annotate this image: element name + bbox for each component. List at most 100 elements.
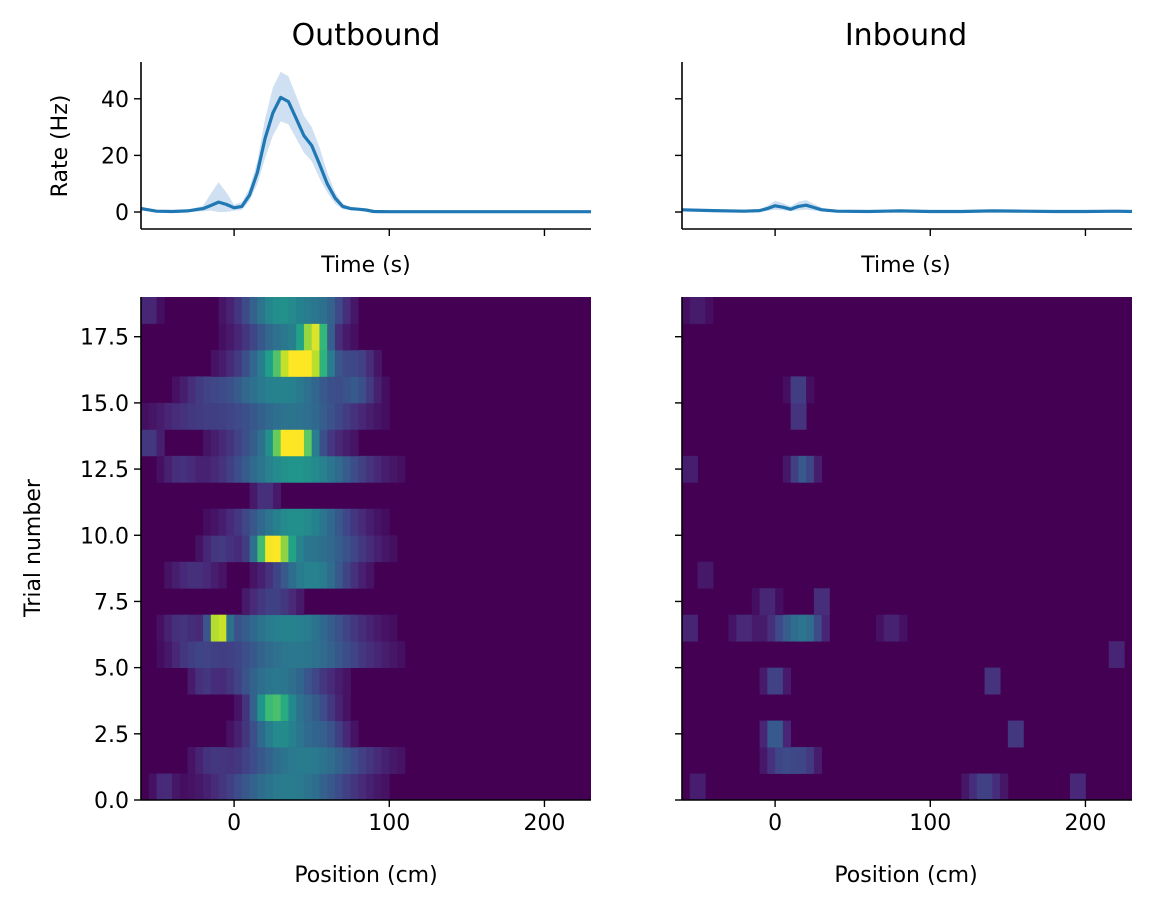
heatmap-cell — [759, 667, 768, 695]
heatmap-cell — [203, 376, 212, 404]
heatmap-cell — [296, 429, 305, 457]
x-tick-label: 100 — [368, 811, 410, 836]
heatmap-cell — [210, 376, 219, 404]
heatmap-cell — [373, 747, 382, 774]
heatmap-cell — [798, 402, 807, 430]
heatmap-cell — [350, 455, 359, 483]
heatmap-cell — [296, 535, 305, 563]
heatmap-cell — [265, 402, 274, 430]
heatmap-cell — [303, 773, 313, 801]
heatmap-cell — [358, 641, 367, 669]
heatmap-cell — [697, 773, 706, 801]
heatmap-cell — [350, 429, 359, 457]
heatmap-cell — [249, 297, 258, 324]
heatmap-cell — [272, 482, 282, 510]
x-tick-label: 200 — [523, 811, 565, 836]
heatmap-cell — [319, 402, 328, 430]
heatmap-cell — [272, 297, 282, 324]
heatmap-cell — [195, 376, 204, 404]
heatmap-cell — [280, 455, 289, 483]
heatmap-cell — [210, 535, 219, 563]
heatmap-cell — [210, 641, 219, 669]
heatmap-cell — [899, 614, 908, 642]
heatmap-cell — [280, 323, 289, 351]
heatmap-cell — [288, 455, 297, 483]
heatmap-cell — [381, 535, 390, 563]
heatmap-cell — [288, 376, 297, 404]
heatmap-cell — [381, 773, 390, 801]
heatmap-cell — [288, 402, 297, 430]
heatmap-cell — [164, 641, 173, 669]
heatmap-cell — [280, 641, 289, 669]
heatmap-cell — [257, 588, 266, 616]
heatmap-cell — [767, 588, 776, 616]
heatmap-cell — [234, 508, 243, 536]
heatmap-cell — [366, 641, 375, 669]
heatmap-cell — [280, 667, 289, 695]
heatmap-cell — [265, 323, 274, 351]
heatmap-cell — [327, 561, 336, 589]
heatmap-cell — [1000, 773, 1009, 801]
heatmap-cell — [195, 641, 204, 669]
heatmap-cell — [234, 323, 243, 351]
heatmap-cell — [179, 641, 188, 669]
heatmap-cell — [164, 773, 173, 801]
heatmap-cell — [697, 297, 706, 324]
heatmap-cell — [366, 455, 375, 483]
heatmap-cell — [195, 614, 204, 642]
heatmap-cell — [249, 402, 258, 430]
heatmap-cell — [234, 773, 243, 801]
heatmap-cell — [782, 667, 792, 695]
heatmap-cell — [164, 455, 173, 483]
heatmap-cell — [226, 747, 235, 774]
heatmap-cell — [272, 349, 282, 377]
heatmap-cell — [327, 694, 336, 721]
heatmap-cell — [334, 641, 344, 669]
heatmap-cell — [257, 482, 266, 510]
heatmap-cell — [381, 455, 390, 483]
heatmap-cell — [342, 614, 351, 642]
heatmap-cell — [311, 535, 320, 563]
heatmap-cell — [319, 614, 328, 642]
heatmap-cell — [366, 614, 375, 642]
x-tick-label: 0 — [768, 811, 782, 836]
heatmap-cell — [969, 773, 978, 801]
x-tick-label: 100 — [909, 811, 951, 836]
heatmap-cell — [319, 429, 328, 457]
heatmap-cell — [195, 561, 204, 589]
heatmap-cell — [303, 747, 313, 774]
heatmap-cell — [172, 773, 181, 801]
heatmap-cell — [195, 455, 204, 483]
heatmap-cell — [319, 508, 328, 536]
heatmap-cell — [272, 694, 282, 721]
heatmap-cell — [342, 720, 351, 748]
heatmap-cell — [334, 535, 344, 563]
heatmap-cell — [195, 747, 204, 774]
heatmap-cell — [234, 429, 243, 457]
y-tick-label: 12.5 — [80, 458, 129, 483]
heatmap-cell — [813, 614, 823, 642]
inbound-title: Inbound — [845, 18, 967, 53]
heatmap-cell — [234, 535, 243, 563]
heatmap-cell — [179, 376, 188, 404]
heatmap-cell — [358, 535, 367, 563]
y-tick-label: 5.0 — [94, 657, 129, 682]
heatmap-cell — [257, 429, 266, 457]
heatmap-cell — [366, 376, 375, 404]
heatmap-cell — [790, 747, 799, 774]
heatmap-cell — [280, 402, 289, 430]
heatmap-cell — [226, 297, 235, 324]
heatmap-cell — [775, 614, 784, 642]
heatmap-cell — [218, 349, 227, 377]
heatmap-cell — [249, 508, 258, 536]
x-tick-label: 200 — [1064, 811, 1106, 836]
heatmap-cell — [319, 323, 328, 351]
heatmap-cell — [172, 641, 181, 669]
heatmap-cell — [265, 641, 274, 669]
heatmap-cell — [241, 429, 251, 457]
heatmap-cell — [257, 402, 266, 430]
heatmap-cell — [272, 747, 282, 774]
heatmap-cell — [288, 641, 297, 669]
heatmap-cell — [334, 429, 344, 457]
heatmap-cell — [288, 720, 297, 748]
